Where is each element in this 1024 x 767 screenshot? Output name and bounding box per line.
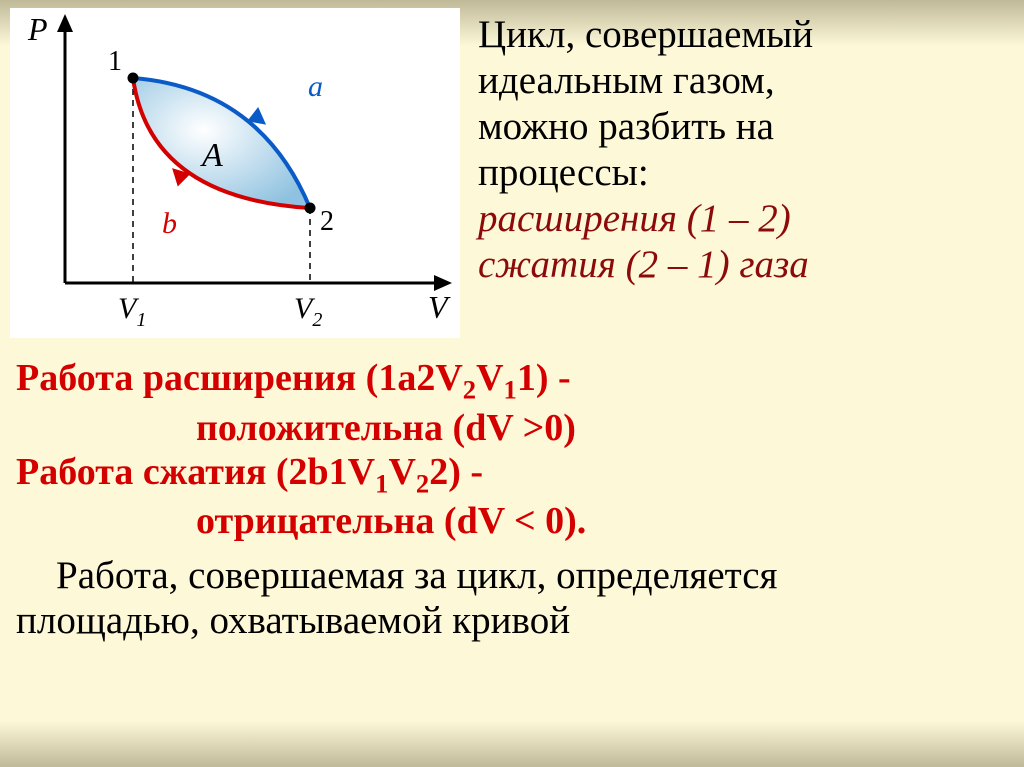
pv-diagram: P V (10, 8, 460, 338)
description-block: Цикл, совершаемый идеальным газом, можно… (460, 8, 1004, 288)
desc-line-5: расширения (1 – 2) (478, 196, 1004, 242)
conclusion-line-2: площадью, охватываемой кривой (16, 598, 1000, 643)
compression-title: Работа сжатия (2b1V1V22) - (16, 450, 1000, 500)
x-axis-label: V (428, 289, 451, 325)
tick-v1: V1 (118, 292, 146, 331)
pv-diagram-svg: P V (10, 8, 460, 338)
desc-line-2: идеальным газом, (478, 58, 1004, 104)
expansion-result: положительна (dV >0) (16, 406, 1000, 450)
expansion-title: Работа расширения (1a2V2V11) - (16, 356, 1000, 406)
desc-line-3: можно разбить на (478, 104, 1004, 150)
desc-line-1: Цикл, совершаемый (478, 12, 1004, 58)
label-A: A (200, 137, 223, 174)
conclusion-line-1: Работа, совершаемая за цикл, определяетс… (16, 543, 1000, 598)
desc-line-6: сжатия (2 – 1) газа (478, 242, 1004, 288)
lower-text-block: Работа расширения (1a2V2V11) - положител… (0, 338, 1024, 643)
slide-page: P V (0, 0, 1024, 767)
point-2-label: 2 (320, 206, 334, 237)
label-a: a (308, 70, 323, 103)
point-1 (128, 73, 139, 84)
point-2 (305, 203, 316, 214)
desc-line-4: процессы: (478, 150, 1004, 196)
label-b: b (162, 207, 177, 240)
top-row: P V (0, 0, 1024, 338)
y-axis-arrow (57, 14, 73, 32)
point-1-label: 1 (108, 46, 122, 77)
compression-result: отрицательна (dV < 0). (16, 499, 1000, 543)
tick-v2: V2 (294, 292, 322, 331)
y-axis-label: P (27, 11, 48, 47)
